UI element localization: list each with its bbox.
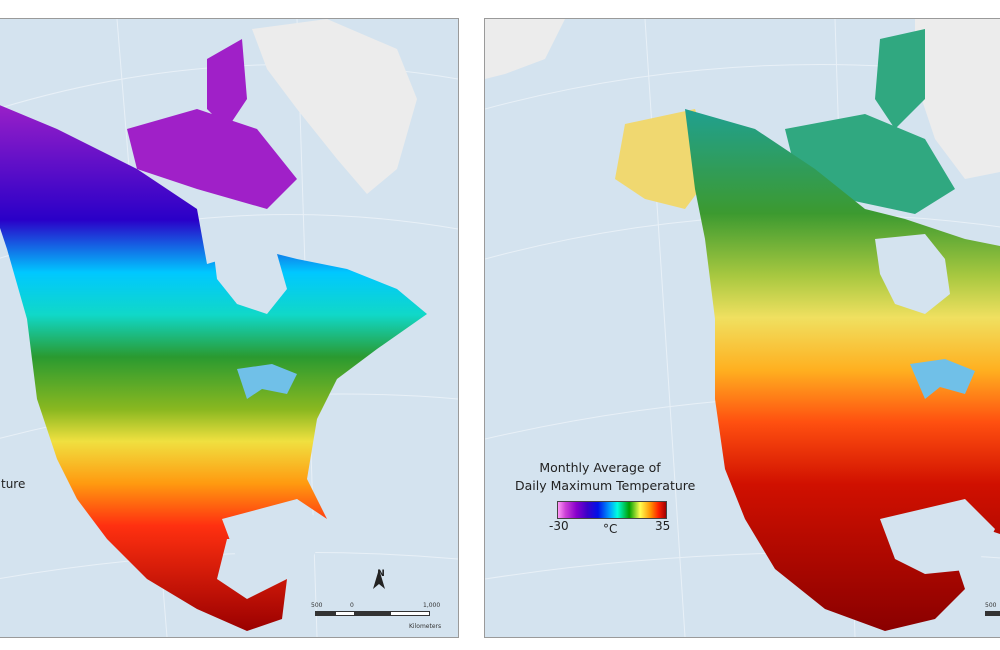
siberia-landmass: [485, 19, 565, 79]
north-label: N: [377, 569, 385, 579]
gulf-of-mexico: [222, 499, 327, 574]
legend-title-line2: Daily Maximum Temperature: [515, 478, 696, 493]
arctic-islands: [127, 39, 297, 209]
scale-seg: [390, 611, 430, 616]
greenland-landmass: [252, 19, 417, 194]
great-lakes: [237, 364, 297, 399]
legend-unit-label: °C: [603, 522, 618, 536]
north-arrow: N: [371, 569, 391, 589]
hudson-bay: [212, 234, 287, 314]
legend-color-ramp: [557, 501, 667, 519]
scale-seg: [355, 611, 390, 616]
arctic-islands: [785, 29, 955, 214]
legend-max-label: 35: [655, 519, 671, 533]
gulf-of-mexico: [880, 499, 995, 574]
scale-seg: [985, 611, 1000, 616]
scale-unit: Kilometers: [409, 623, 442, 630]
scale-seg: [315, 611, 335, 616]
greenland-landmass: [915, 19, 1000, 179]
north-arrow-icon: [373, 569, 385, 589]
scale-tick-500: 500: [985, 602, 997, 609]
left-temperature-map: [0, 19, 458, 637]
legend-title-line1: Monthly Average of: [539, 460, 661, 475]
north-america-landmass: [0, 105, 427, 631]
scale-tick-500: 500: [311, 602, 323, 609]
scale-seg: [335, 611, 355, 616]
great-lakes: [910, 359, 975, 399]
legend-title-partial: ture: [1, 477, 26, 491]
left-map-panel: ture N 500 0 1,000 Kilometers: [0, 18, 459, 638]
legend-min-label: -30: [549, 519, 569, 533]
scale-tick-1000: 1,000: [423, 602, 441, 609]
scale-bar: 500 0 1,000 Kilometers: [311, 602, 445, 637]
right-temperature-map: [485, 19, 1000, 637]
right-map-panel: Monthly Average of Daily Maximum Tempera…: [484, 18, 1000, 638]
scale-tick-0: 0: [350, 602, 354, 609]
hudson-bay: [875, 234, 950, 314]
scale-bar: 500: [985, 602, 1000, 631]
